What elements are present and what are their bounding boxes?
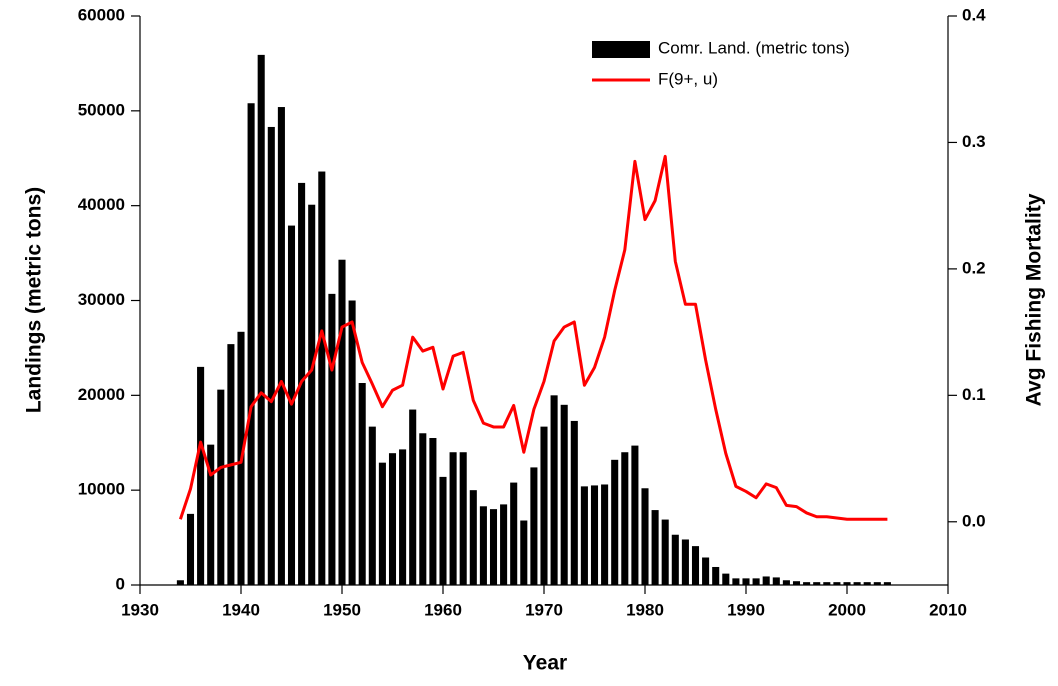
y2-tick-label: 0.3 [962,132,986,151]
y2-tick-label: 0.4 [962,5,986,24]
bar [267,126,275,585]
bar [611,459,619,585]
bar [863,582,871,585]
bar [590,485,599,585]
bar [671,534,679,585]
bar [570,420,578,585]
x-tick-label: 1980 [626,600,664,619]
bar [631,445,639,585]
bar [409,409,417,585]
bar [348,300,356,585]
bar [752,578,760,585]
bar [388,453,397,585]
y2-tick-label: 0.2 [962,258,986,277]
bar [338,259,346,585]
bar [621,452,629,585]
bar [813,582,821,585]
bar [469,490,477,585]
y2-axis-title: Avg Fishing Mortality [1023,193,1046,406]
bar [207,444,215,585]
bar [732,578,740,585]
bar [197,366,205,585]
bar [823,582,831,585]
bar [833,582,841,585]
bar [368,426,376,585]
bar [580,486,588,585]
bar [419,433,427,585]
legend-swatch [592,41,650,58]
bar [520,520,528,585]
y-axis-title: Landings (metric tons) [23,187,46,413]
bar [176,580,184,585]
y-tick-label: 10000 [78,480,125,499]
bar [540,426,548,585]
bar [883,582,891,585]
y-tick-label: 30000 [78,290,125,309]
bar [247,103,255,585]
bar [792,581,801,585]
bar [510,482,518,585]
bar [843,582,851,585]
x-tick-label: 2010 [929,600,967,619]
x-tick-label: 1950 [323,600,361,619]
bar [691,546,700,585]
bar [560,404,568,585]
y2-tick-label: 0.1 [962,385,986,404]
x-tick-label: 1940 [222,600,260,619]
y2-tick-label: 0.0 [962,511,986,530]
bar [328,293,336,585]
bar [257,54,265,586]
bar [429,438,437,585]
bar [681,539,689,585]
bar [742,578,750,585]
bar [641,488,649,585]
legend-label: F(9+, u) [658,69,718,88]
y-tick-label: 60000 [78,5,125,24]
bar [308,204,316,586]
bar [803,582,811,585]
bar [318,171,326,585]
bar [186,513,195,585]
bar [853,582,861,585]
x-tick-label: 1990 [727,600,765,619]
legend-label: Comr. Land. (metric tons) [658,38,850,57]
bar [722,573,730,585]
bar [358,383,366,585]
bar [712,566,720,585]
bar [530,467,538,585]
bar [772,577,780,585]
bar [651,510,659,585]
bar [439,476,447,585]
x-tick-label: 1970 [525,600,563,619]
y-tick-label: 40000 [78,195,125,214]
x-axis-title: Year [523,652,567,675]
bar [378,462,386,585]
bar [661,519,669,585]
bar [399,449,407,585]
bar [500,504,508,585]
x-tick-label: 2000 [828,600,866,619]
line [178,154,888,521]
bar [873,582,881,585]
bar [459,452,467,585]
bar [601,484,609,585]
bar [782,580,790,585]
x-tick-label: 1930 [121,600,159,619]
bar [762,576,770,585]
y-tick-label: 50000 [78,100,125,119]
x-tick-label: 1960 [424,600,462,619]
bar [277,107,285,585]
y-tick-label: 20000 [78,385,125,404]
bar [217,389,225,585]
bar [489,509,498,585]
bar [702,557,710,585]
bar [550,395,558,585]
bar [449,452,457,585]
bar [479,506,487,585]
y-tick-label: 0 [116,574,125,593]
